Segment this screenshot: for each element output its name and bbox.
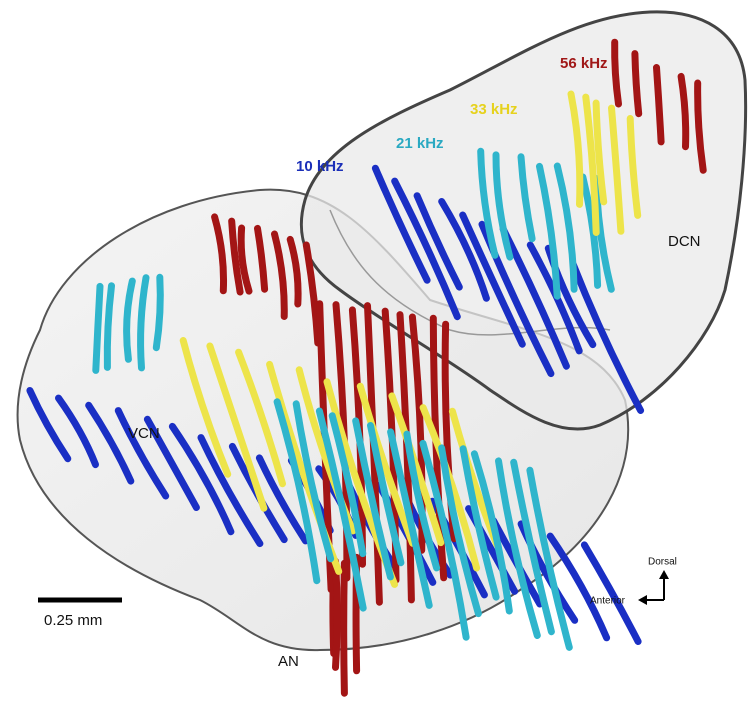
fiber: [96, 286, 100, 370]
dorsal-label: Dorsal: [648, 557, 677, 568]
region-label: DCN: [668, 233, 701, 250]
fiber: [344, 563, 345, 693]
fiber: [156, 277, 160, 347]
region-label: AN: [278, 653, 299, 670]
anterior-label: Anterior: [590, 596, 626, 607]
frequency-label: 33 kHz: [470, 101, 518, 118]
fiber: [657, 68, 662, 142]
frequency-label: 56 kHz: [560, 55, 608, 72]
scale-bar-label: 0.25 mm: [44, 612, 102, 629]
fiber: [336, 561, 338, 667]
region-label: VCN: [128, 425, 160, 442]
fiber: [550, 536, 606, 638]
frequency-label: 10 kHz: [296, 158, 344, 175]
orientation-arrows: [638, 570, 669, 605]
fiber: [635, 54, 639, 114]
figure: 56 kHz 33 kHz 21 kHz 10 kHz DCN VCN AN 0…: [0, 0, 750, 706]
fiber: [615, 42, 619, 104]
frequency-label: 21 kHz: [396, 135, 444, 152]
fiber: [584, 545, 638, 642]
